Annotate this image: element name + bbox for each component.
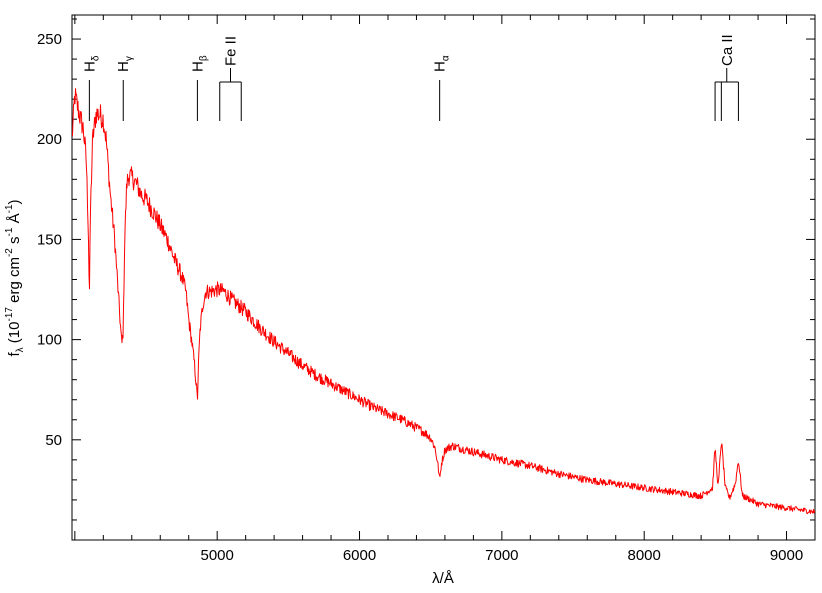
y-label-exp2: -2 bbox=[4, 248, 15, 257]
plot-frame bbox=[71, 14, 816, 541]
spectrum-series bbox=[71, 88, 816, 515]
annotation-label-main: H bbox=[81, 61, 98, 72]
y-axis-label: fλ (10-17 erg cm-2 s-1 Å-1) bbox=[4, 199, 26, 356]
x-axis-label: λ/Å bbox=[432, 570, 454, 587]
y-label-text2: erg cm bbox=[6, 257, 23, 307]
annotation-label-sub: β bbox=[198, 55, 209, 61]
annotation-label-sub: α bbox=[441, 55, 452, 61]
y-label-exp4: -1 bbox=[4, 204, 15, 213]
spectrum-line bbox=[71, 88, 816, 515]
y-label-text5: ) bbox=[6, 199, 23, 204]
y-label-text1: (10 bbox=[6, 322, 23, 348]
annotation-label: Fe II bbox=[222, 36, 239, 66]
y-tick-label: 100 bbox=[37, 332, 62, 349]
annotation-label: Hγ bbox=[115, 56, 135, 72]
annotation-label: Hδ bbox=[81, 55, 101, 72]
x-tick-label: 9000 bbox=[770, 547, 803, 564]
annotation-label-main: H bbox=[115, 61, 132, 72]
axis-tick-labels: 5000 6000 7000 8000 9000 50 100 150 200 250 bbox=[37, 31, 803, 564]
x-tick-label: 5000 bbox=[200, 547, 233, 564]
annotation-label: Hα bbox=[432, 55, 452, 72]
annotation-label: Ca II bbox=[719, 34, 736, 66]
y-label-text4: Å bbox=[6, 213, 23, 227]
annotation-label: Hβ bbox=[189, 55, 209, 72]
y-label-text3: s bbox=[6, 236, 23, 248]
y-tick-label: 150 bbox=[37, 231, 62, 248]
x-tick-label: 6000 bbox=[343, 547, 376, 564]
y-tick-label: 250 bbox=[37, 31, 62, 48]
x-tick-label: 7000 bbox=[485, 547, 518, 564]
y-tick-label: 200 bbox=[37, 131, 62, 148]
annotation-label-main: H bbox=[189, 61, 206, 72]
y-label-exp1: -17 bbox=[4, 307, 15, 322]
y-tick-label: 50 bbox=[45, 432, 62, 449]
axis-ticks bbox=[72, 15, 816, 540]
annotation-label-sub: γ bbox=[124, 56, 135, 61]
y-label-sub: λ bbox=[15, 347, 26, 352]
annotation-label-sub: δ bbox=[90, 55, 101, 61]
annotation-label-main: H bbox=[432, 61, 449, 72]
y-label-prefix: f bbox=[6, 352, 23, 357]
y-label-exp3: -1 bbox=[4, 227, 15, 236]
x-tick-label: 8000 bbox=[628, 547, 661, 564]
